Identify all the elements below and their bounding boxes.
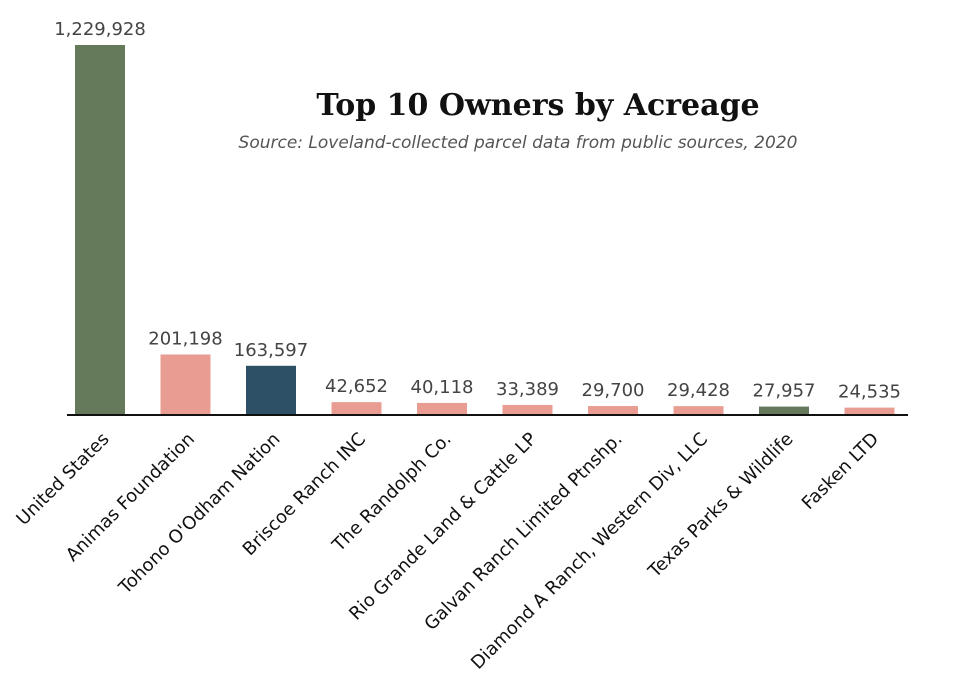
- chart-subtitle: Source: Loveland-collected parcel data f…: [239, 133, 798, 153]
- bar-value-label: 24,535: [838, 382, 901, 403]
- bar-value-label: 1,229,928: [54, 19, 146, 40]
- bar: [588, 406, 638, 415]
- bar-value-label: 42,652: [325, 376, 388, 397]
- bar-value-label: 29,428: [667, 380, 730, 401]
- bar: [673, 406, 724, 415]
- category-label: Tohono O'Odham Nation: [114, 429, 284, 599]
- bar: [502, 404, 553, 415]
- chart-title: Top 10 Owners by Acreage: [316, 88, 759, 123]
- bar: [417, 402, 467, 415]
- bar: [75, 45, 125, 415]
- bar: [759, 406, 809, 415]
- bar: [246, 365, 296, 415]
- bars-group: [75, 45, 895, 415]
- bar-value-label: 27,957: [753, 381, 816, 402]
- bar-value-label: 29,700: [582, 380, 645, 401]
- value-labels-group: 1,229,928 201,198 163,597 42,652 40,118 33,38…: [54, 19, 901, 403]
- bar: [844, 407, 895, 415]
- bar: [160, 354, 211, 415]
- category-label: Rio Grande Land & Cattle LP: [345, 429, 541, 625]
- bar-value-label: 33,389: [496, 379, 559, 400]
- bar: [331, 402, 382, 415]
- category-label: Texas Parks & Wildlife: [644, 429, 798, 583]
- bar-value-label: 201,198: [148, 328, 222, 349]
- bar-value-label: 40,118: [411, 377, 474, 398]
- bar-value-label: 163,597: [234, 340, 308, 361]
- category-label: Fasken LTD: [798, 429, 883, 514]
